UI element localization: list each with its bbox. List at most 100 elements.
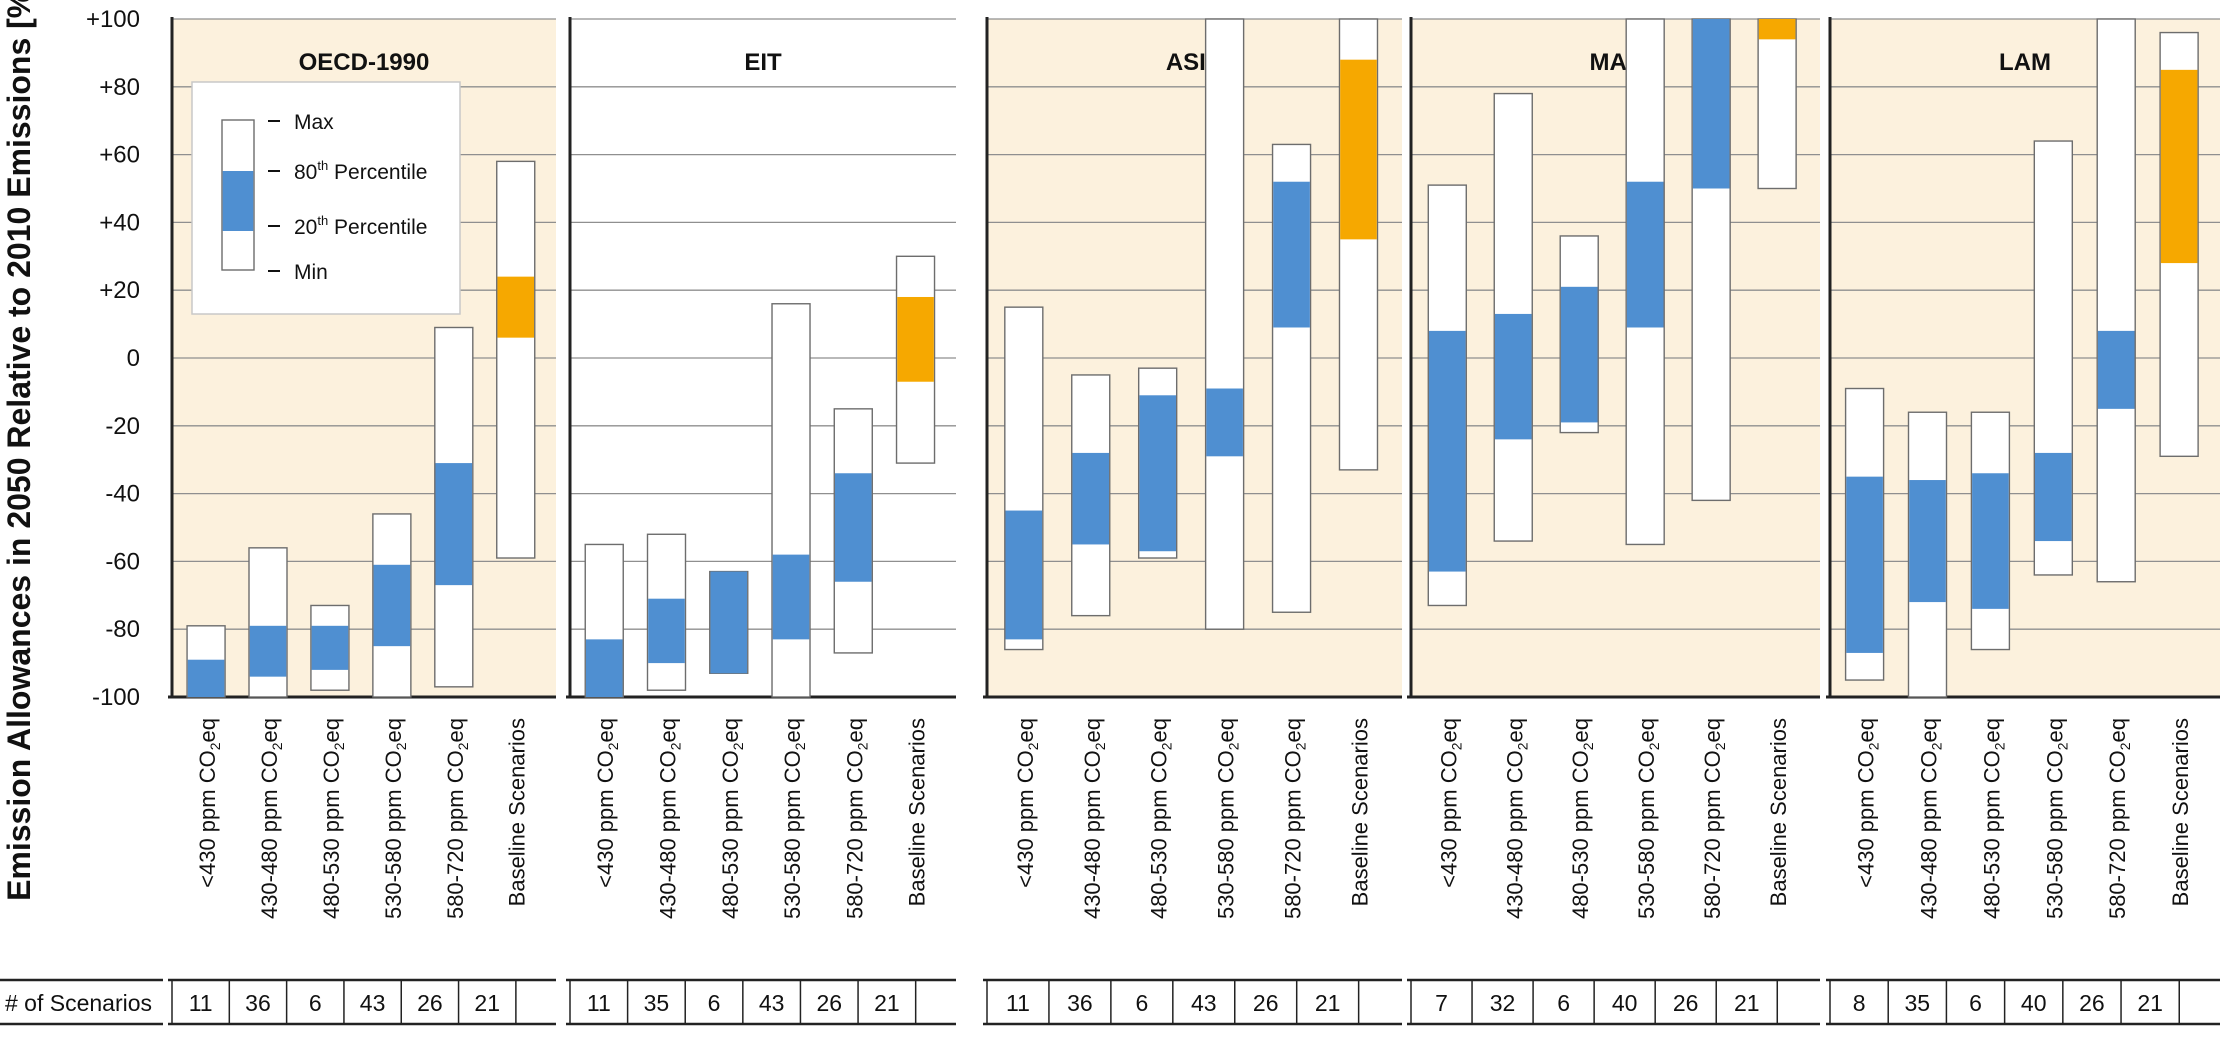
scenario-count: 40: [1612, 990, 1638, 1016]
percentile-box: [187, 659, 225, 697]
percentile-box: [585, 639, 623, 697]
baseline-percentile-box: [1758, 19, 1796, 40]
y-tick-label: +100: [86, 6, 140, 33]
scenario-count: 43: [759, 990, 785, 1016]
percentile-box: [1972, 473, 2009, 609]
category-label: 430-480 ppm CO2eq: [656, 718, 684, 919]
category-label: <430 ppm CO2eq: [1854, 718, 1882, 888]
percentile-box: [1005, 510, 1043, 640]
legend-item-label: 20th Percentile: [294, 213, 427, 239]
percentile-box: [435, 463, 473, 586]
scenario-count: 11: [587, 990, 611, 1016]
bar-maf-3: [1559, 235, 1599, 434]
percentile-box: [1072, 452, 1110, 545]
percentile-box: [2035, 452, 2072, 542]
scenario-count: 6: [309, 990, 322, 1016]
y-tick-label: +80: [99, 74, 140, 101]
percentile-box: [1139, 395, 1176, 552]
percentile-box: [648, 598, 685, 664]
category-label: 580-720 ppm CO2eq: [1281, 718, 1309, 919]
legend-item-label: Max: [294, 111, 334, 134]
scenario-count: 21: [474, 990, 500, 1016]
bar-eit-6: [895, 255, 936, 464]
legend-item-label: 80th Percentile: [294, 158, 427, 184]
category-label: <430 ppm CO2eq: [1436, 718, 1464, 888]
baseline-percentile-box: [897, 296, 934, 382]
bar-lam-4: [2033, 140, 2074, 576]
y-tick-label: +20: [99, 277, 140, 304]
category-label: 480-530 ppm CO2eq: [319, 718, 347, 919]
range-box: [1757, 18, 1797, 190]
baseline-percentile-box: [497, 276, 535, 338]
category-label: <430 ppm CO2eq: [195, 718, 223, 888]
percentile-box: [1560, 286, 1598, 423]
category-label: Baseline Scenarios: [2168, 718, 2193, 906]
category-label: 480-530 ppm CO2eq: [1568, 718, 1596, 919]
scenarios-row-label: # of Scenarios: [5, 990, 152, 1016]
chart-plot-area: OECD-1990 <430 ppm CO2eq 430-480 ppm CO2eq…: [0, 6, 2220, 1026]
scenario-count: 7: [1435, 990, 1448, 1016]
bar-lam-1: [1844, 387, 1885, 681]
bar-asia-2: [1071, 374, 1111, 617]
bar-eit-4: [771, 303, 811, 698]
category-label: Baseline Scenarios: [1347, 718, 1372, 906]
panel-title: OECD-1990: [299, 49, 430, 76]
panel-title: EIT: [744, 49, 782, 76]
y-axis-label: Emission Allowances in 2050 Relative to …: [1, 0, 37, 901]
range-box: [496, 160, 536, 559]
bar-eit-3: [709, 570, 749, 674]
y-tick-label: 0: [127, 345, 140, 372]
category-label: 530-580 ppm CO2eq: [780, 718, 808, 919]
bar-lam-6: [2159, 31, 2199, 458]
scenario-count: 35: [644, 990, 670, 1016]
scenario-count: 32: [1490, 990, 1516, 1016]
scenario-count: 36: [1067, 990, 1093, 1016]
range-box: [2096, 18, 2136, 583]
percentile-box: [373, 564, 411, 647]
scenario-count: 26: [1673, 990, 1699, 1016]
category-label: <430 ppm CO2eq: [593, 718, 621, 888]
percentile-box: [311, 625, 349, 670]
scenario-count: 8: [1853, 990, 1866, 1016]
scenario-count: 35: [1905, 990, 1931, 1016]
bar-lam-5: [2096, 18, 2136, 583]
percentile-box: [834, 473, 872, 582]
category-label: 430-480 ppm CO2eq: [1080, 718, 1108, 919]
scenario-count: 36: [245, 990, 271, 1016]
category-label: 480-530 ppm CO2eq: [1979, 718, 2007, 919]
scenario-count: 6: [708, 990, 721, 1016]
category-label: Baseline Scenarios: [905, 718, 930, 906]
category-label: 580-720 ppm CO2eq: [443, 718, 471, 919]
scenario-count: 11: [189, 990, 213, 1016]
category-label: 580-720 ppm CO2eq: [1700, 718, 1728, 919]
bar-oecd-1990-6: [496, 160, 536, 559]
category-label: 430-480 ppm CO2eq: [1502, 718, 1530, 919]
y-tick-label: -100: [92, 684, 140, 711]
scenario-count: 6: [1969, 990, 1982, 1016]
percentile-box: [1626, 181, 1664, 328]
percentile-box: [249, 625, 287, 677]
scenario-count: 11: [1006, 990, 1030, 1016]
category-label: 480-530 ppm CO2eq: [1147, 718, 1175, 919]
scenario-count: 21: [2137, 990, 2163, 1016]
scenario-count: 26: [2079, 990, 2105, 1016]
category-label: 580-720 ppm CO2eq: [2105, 718, 2133, 919]
percentile-box: [1692, 19, 1730, 189]
y-tick-label: -60: [105, 548, 140, 575]
y-tick-label: +60: [99, 142, 140, 169]
bar-maf-2: [1493, 92, 1533, 542]
percentile-box: [1494, 313, 1532, 440]
percentile-box: [1428, 330, 1466, 572]
bar-maf-4: [1625, 18, 1665, 546]
scenario-count: 6: [1135, 990, 1148, 1016]
bar-asia-1: [1004, 306, 1044, 651]
scenario-count: 26: [1253, 990, 1279, 1016]
scenario-count: 21: [874, 990, 900, 1016]
bar-asia-3: [1137, 367, 1178, 559]
y-tick-label: -80: [105, 616, 140, 643]
bar-asia-4: [1204, 18, 1245, 630]
y-tick-label: +40: [99, 209, 140, 236]
category-label: 530-580 ppm CO2eq: [1634, 718, 1662, 919]
bar-maf-1: [1427, 184, 1467, 607]
